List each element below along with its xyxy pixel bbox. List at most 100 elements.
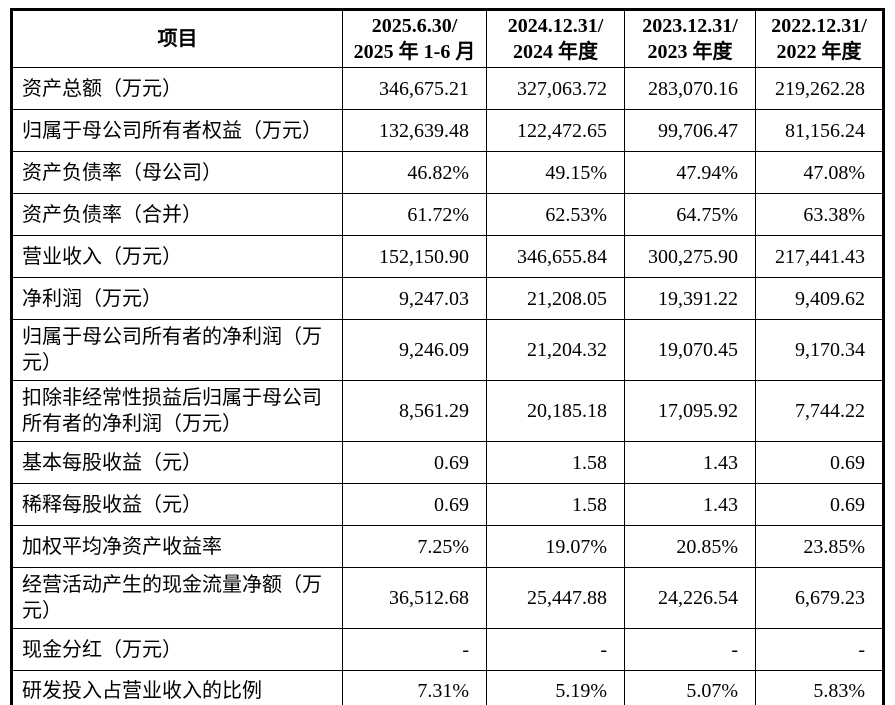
row-value: - <box>624 628 756 671</box>
table-row: 基本每股收益（元） 0.69 1.58 1.43 0.69 <box>11 441 884 484</box>
header-period-date: 2022.12.31/ <box>771 15 867 37</box>
table-row: 资产总额（万元） 346,675.21 327,063.72 283,070.16 21… <box>11 67 884 110</box>
row-value: 1.58 <box>486 483 625 526</box>
row-value: 0.69 <box>342 483 487 526</box>
row-value: 122,472.65 <box>486 109 625 152</box>
row-value: 64.75% <box>624 193 756 236</box>
row-value: 46.82% <box>342 151 487 194</box>
row-value: - <box>755 628 884 671</box>
row-value: 63.38% <box>755 193 884 236</box>
header-period-date: 2024.12.31/ <box>507 15 604 37</box>
row-value: 346,655.84 <box>486 235 625 278</box>
row-label: 净利润（万元） <box>11 277 343 320</box>
row-value: 24,226.54 <box>624 567 756 629</box>
row-value: 152,150.90 <box>342 235 487 278</box>
header-period-range: 2022 年度 <box>776 41 862 63</box>
row-label: 资产负债率（合并） <box>11 193 343 236</box>
row-value: 0.69 <box>755 441 884 484</box>
row-value: 47.94% <box>624 151 756 194</box>
header-cell-period-2024: 2024.12.31/ 2024 年度 <box>486 9 625 68</box>
table-header: 项目 2025.6.30/ 2025 年 1-6 月 2024.12.31/ 2… <box>11 9 884 68</box>
row-value: 61.72% <box>342 193 487 236</box>
header-period-date: 2023.12.31/ <box>642 15 738 37</box>
row-value: 283,070.16 <box>624 67 756 110</box>
row-label: 研发投入占营业收入的比例 <box>11 670 343 705</box>
table-row: 归属于母公司所有者的净利润（万元） 9,246.09 21,204.32 19,070… <box>11 319 884 381</box>
row-value: 7.25% <box>342 525 487 568</box>
row-value: 1.43 <box>624 483 756 526</box>
header-period-range: 2023 年度 <box>647 41 733 63</box>
row-value: 9,246.09 <box>342 319 487 381</box>
table-body: 资产总额（万元） 346,675.21 327,063.72 283,070.16 21… <box>11 67 884 705</box>
table-row: 研发投入占营业收入的比例 7.31% 5.19% 5.07% 5.83% <box>11 670 884 705</box>
row-value: 21,204.32 <box>486 319 625 381</box>
header-cell-period-2022: 2022.12.31/ 2022 年度 <box>755 9 884 68</box>
header-period-range: 2024 年度 <box>513 41 598 63</box>
row-label: 现金分红（万元） <box>11 628 343 671</box>
header-period-range: 2025 年 1-6 月 <box>353 41 476 63</box>
header-cell-period-2023: 2023.12.31/ 2023 年度 <box>624 9 756 68</box>
table-row: 扣除非经常性损益后归属于母公司所有者的净利润（万元） 8,561.29 20,185… <box>11 380 884 442</box>
row-value: 327,063.72 <box>486 67 625 110</box>
row-value: 9,170.34 <box>755 319 884 381</box>
row-value: 20.85% <box>624 525 756 568</box>
row-value: 25,447.88 <box>486 567 625 629</box>
row-value: 9,247.03 <box>342 277 487 320</box>
row-value: 19.07% <box>486 525 625 568</box>
table-row: 净利润（万元） 9,247.03 21,208.05 19,391.22 9,409.6… <box>11 277 884 320</box>
row-value: 0.69 <box>755 483 884 526</box>
header-period-date: 2025.6.30/ <box>371 15 458 37</box>
header-cell-item: 项目 <box>11 9 343 68</box>
row-value: 219,262.28 <box>755 67 884 110</box>
row-value: 99,706.47 <box>624 109 756 152</box>
row-label: 基本每股收益（元） <box>11 441 343 484</box>
row-label: 资产负债率（母公司） <box>11 151 343 194</box>
row-value: - <box>486 628 625 671</box>
table-row: 经营活动产生的现金流量净额（万元） 36,512.68 25,447.88 24,22… <box>11 567 884 629</box>
table-row: 资产负债率（合并） 61.72% 62.53% 64.75% 63.38% <box>11 193 884 236</box>
row-value: 23.85% <box>755 525 884 568</box>
row-value: 81,156.24 <box>755 109 884 152</box>
row-value: 49.15% <box>486 151 625 194</box>
row-value: 0.69 <box>342 441 487 484</box>
row-label: 扣除非经常性损益后归属于母公司所有者的净利润（万元） <box>11 380 343 442</box>
row-value: 62.53% <box>486 193 625 236</box>
table-row: 现金分红（万元） - - - - <box>11 628 884 671</box>
table-row: 加权平均净资产收益率 7.25% 19.07% 20.85% 23.85% <box>11 525 884 568</box>
row-value: 217,441.43 <box>755 235 884 278</box>
row-value: 346,675.21 <box>342 67 487 110</box>
row-value: 8,561.29 <box>342 380 487 442</box>
row-label: 稀释每股收益（元） <box>11 483 343 526</box>
row-value: 19,070.45 <box>624 319 756 381</box>
row-value: 21,208.05 <box>486 277 625 320</box>
table-row: 稀释每股收益（元） 0.69 1.58 1.43 0.69 <box>11 483 884 526</box>
financial-summary-table: 项目 2025.6.30/ 2025 年 1-6 月 2024.12.31/ 2… <box>10 8 885 705</box>
row-label: 营业收入（万元） <box>11 235 343 278</box>
row-label: 加权平均净资产收益率 <box>11 525 343 568</box>
row-value: 7.31% <box>342 670 487 705</box>
header-item-label: 项目 <box>157 28 198 50</box>
row-value: 9,409.62 <box>755 277 884 320</box>
row-value: 47.08% <box>755 151 884 194</box>
row-value: 5.19% <box>486 670 625 705</box>
header-cell-period-2025: 2025.6.30/ 2025 年 1-6 月 <box>342 9 487 68</box>
table-row: 营业收入（万元） 152,150.90 346,655.84 300,275.90 21… <box>11 235 884 278</box>
header-row: 项目 2025.6.30/ 2025 年 1-6 月 2024.12.31/ 2… <box>11 9 884 68</box>
row-label: 经营活动产生的现金流量净额（万元） <box>11 567 343 629</box>
row-label: 归属于母公司所有者的净利润（万元） <box>11 319 343 381</box>
table-row: 归属于母公司所有者权益（万元） 132,639.48 122,472.65 99,70… <box>11 109 884 152</box>
row-value: 20,185.18 <box>486 380 625 442</box>
row-value: 36,512.68 <box>342 567 487 629</box>
row-value: - <box>342 628 487 671</box>
row-value: 300,275.90 <box>624 235 756 278</box>
row-value: 17,095.92 <box>624 380 756 442</box>
row-value: 1.43 <box>624 441 756 484</box>
row-value: 5.83% <box>755 670 884 705</box>
row-label: 资产总额（万元） <box>11 67 343 110</box>
row-value: 5.07% <box>624 670 756 705</box>
table-row: 资产负债率（母公司） 46.82% 49.15% 47.94% 47.08% <box>11 151 884 194</box>
row-label: 归属于母公司所有者权益（万元） <box>11 109 343 152</box>
row-value: 132,639.48 <box>342 109 487 152</box>
row-value: 19,391.22 <box>624 277 756 320</box>
